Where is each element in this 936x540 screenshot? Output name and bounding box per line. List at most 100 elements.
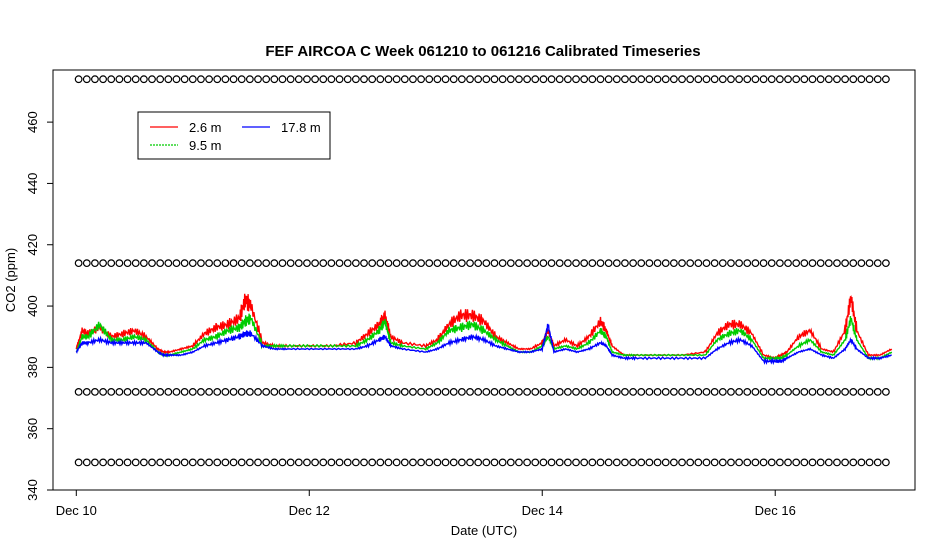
calibration-point	[710, 259, 719, 268]
calibration-point	[498, 387, 507, 396]
calibration-point	[482, 75, 491, 84]
calibration-point	[425, 387, 434, 396]
calibration-point	[767, 458, 776, 467]
calibration-point	[710, 458, 719, 467]
calibration-point	[865, 458, 874, 467]
calibration-point	[735, 458, 744, 467]
calibration-point	[384, 75, 393, 84]
calibration-point	[531, 387, 540, 396]
calibration-point	[555, 75, 564, 84]
calibration-point	[368, 259, 377, 268]
calibration-point	[857, 75, 866, 84]
calibration-point	[612, 75, 621, 84]
calibration-point	[441, 259, 450, 268]
calibration-point	[197, 75, 205, 84]
calibration-point	[466, 458, 474, 467]
calibration-point	[808, 75, 817, 84]
y-tick-label: 340	[25, 479, 40, 501]
calibration-point	[490, 387, 499, 396]
calibration-point	[694, 387, 703, 396]
calibration-point	[400, 387, 409, 396]
calibration-point	[384, 387, 393, 396]
calibration-point	[74, 458, 83, 467]
calibration-point	[311, 259, 319, 268]
calibration-point	[123, 387, 132, 396]
calibration-point	[702, 458, 711, 467]
calibration-point	[425, 259, 434, 268]
calibration-point	[262, 75, 271, 84]
calibration-point	[531, 75, 540, 84]
calibration-point	[278, 387, 287, 396]
calibration-point	[351, 259, 360, 268]
calibration-point	[368, 387, 377, 396]
calibration-point	[409, 387, 417, 396]
calibration-point	[449, 458, 458, 467]
calibration-point	[376, 458, 385, 467]
calibration-point	[841, 259, 850, 268]
x-axis-label: Date (UTC)	[451, 523, 517, 538]
calibration-point	[303, 259, 311, 268]
calibration-point	[74, 387, 83, 396]
calibration-point	[286, 458, 295, 467]
calibration-point	[123, 75, 132, 84]
calibration-point	[735, 75, 744, 84]
calibration-point	[148, 458, 156, 467]
calibration-point	[833, 259, 841, 268]
calibration-point	[131, 387, 140, 396]
calibration-point	[841, 75, 850, 84]
calibration-point	[718, 458, 727, 467]
calibration-point	[172, 387, 181, 396]
series-line-17.8m	[75, 323, 892, 366]
calibration-point	[99, 387, 107, 396]
calibration-markers	[74, 75, 890, 467]
calibration-point	[881, 259, 890, 268]
calibration-point	[588, 75, 597, 84]
calibration-point	[229, 387, 238, 396]
calibration-point	[621, 75, 629, 84]
calibration-point	[727, 458, 735, 467]
calibration-point	[270, 75, 279, 84]
calibration-point	[237, 458, 246, 467]
calibration-point	[107, 259, 116, 268]
y-tick-label: 360	[25, 418, 40, 440]
calibration-point	[229, 458, 238, 467]
calibration-point	[400, 259, 409, 268]
calibration-point	[865, 387, 874, 396]
calibration-point	[824, 75, 833, 84]
calibration-point	[710, 75, 719, 84]
calibration-point	[417, 75, 425, 84]
calibration-point	[319, 75, 328, 84]
calibration-point	[759, 259, 768, 268]
calibration-point	[139, 75, 148, 84]
legend-label-9.5m: 9.5 m	[189, 138, 222, 153]
calibration-point	[865, 75, 874, 84]
calibration-point	[188, 387, 197, 396]
calibration-point	[417, 387, 425, 396]
calibration-point	[767, 75, 776, 84]
calibration-point	[841, 458, 850, 467]
calibration-point	[278, 259, 287, 268]
calibration-point	[245, 75, 254, 84]
legend-box	[137, 111, 331, 160]
calibration-point	[131, 458, 140, 467]
calibration-point	[466, 259, 474, 268]
calibration-point	[474, 387, 483, 396]
chart-title: FEF AIRCOA C Week 061210 to 061216 Calib…	[265, 43, 700, 60]
calibration-point	[881, 75, 890, 84]
calibration-point	[596, 458, 605, 467]
calibration-point	[91, 259, 99, 268]
y-tick-label: 460	[25, 111, 40, 133]
calibration-point	[563, 458, 572, 467]
calibration-point	[433, 259, 442, 268]
calibration-point	[351, 75, 360, 84]
calibration-point	[604, 75, 613, 84]
calibration-point	[515, 259, 523, 268]
calibration-point	[604, 259, 613, 268]
calibration-point	[800, 75, 809, 84]
calibration-point	[164, 75, 173, 84]
calibration-point	[270, 458, 279, 467]
calibration-point	[661, 75, 670, 84]
calibration-point	[91, 387, 99, 396]
calibration-point	[596, 75, 605, 84]
calibration-point	[775, 75, 784, 84]
